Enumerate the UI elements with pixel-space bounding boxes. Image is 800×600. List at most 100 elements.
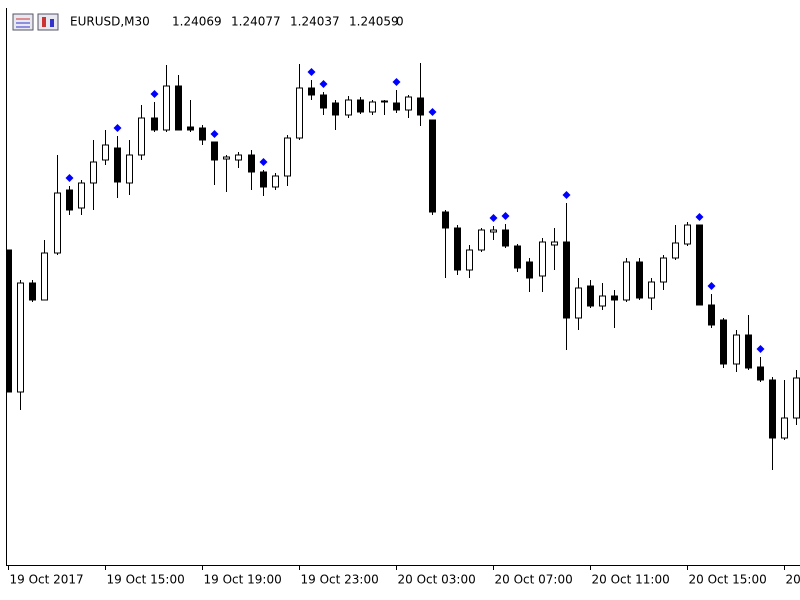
- candle-body: [551, 241, 558, 246]
- candle-body: [7, 249, 12, 393]
- header-value: 1.24059: [349, 15, 399, 29]
- candle-body: [114, 147, 121, 183]
- candle-body: [442, 211, 449, 229]
- fractal-marker: [319, 80, 328, 88]
- fractal-marker: [210, 130, 219, 138]
- candle-body: [381, 100, 388, 103]
- candle-body: [308, 87, 315, 96]
- candle-body: [345, 99, 352, 116]
- candle-body: [793, 377, 800, 419]
- candle-body: [781, 417, 788, 439]
- candle-body: [684, 224, 691, 245]
- candle-body: [54, 192, 61, 254]
- candle-body: [636, 261, 643, 299]
- fractal-marker: [756, 345, 765, 353]
- candle-body: [332, 102, 339, 116]
- candle-body: [599, 295, 606, 307]
- fractal-marker: [65, 174, 74, 182]
- candle-body: [151, 117, 158, 131]
- x-tick-label: 19 Oct 15:00: [107, 573, 185, 587]
- candle-body: [745, 334, 752, 369]
- fractal-marker: [489, 214, 498, 222]
- fractal-marker: [562, 191, 571, 199]
- candle-body: [405, 96, 412, 111]
- candle-body: [429, 119, 436, 213]
- candle-body: [514, 245, 521, 269]
- fractal-marker: [307, 68, 316, 76]
- candle-body: [260, 171, 267, 188]
- fractal-marker: [707, 282, 716, 290]
- candle-body: [66, 189, 73, 211]
- candle-body: [272, 175, 279, 188]
- header-value: 1.24037: [290, 15, 340, 29]
- icon: [37, 13, 59, 31]
- candle-body: [466, 249, 473, 271]
- candle-body: [78, 182, 85, 209]
- candle-body: [733, 334, 740, 365]
- symbol-title: EURUSD,M30: [70, 15, 150, 29]
- candle-body: [17, 282, 24, 393]
- candle-body: [696, 224, 703, 306]
- candle-body: [320, 94, 327, 109]
- fractal-marker: [259, 158, 268, 166]
- candle-body: [526, 261, 533, 279]
- x-tick-label: 20 Oct 11:00: [592, 573, 670, 587]
- candle-body: [223, 156, 230, 160]
- candle-body: [660, 257, 667, 283]
- candle-body: [757, 366, 764, 381]
- candle-body: [138, 117, 145, 156]
- icon: [12, 13, 34, 31]
- plot-area: [7, 63, 800, 470]
- header-value: 1.24077: [231, 15, 281, 29]
- candle-body: [587, 285, 594, 307]
- candle-body: [235, 154, 242, 161]
- candle-body: [90, 161, 97, 184]
- candle-body: [454, 227, 461, 271]
- x-tick-label: 19 Oct 2017: [10, 573, 84, 587]
- icon-bar: [42, 17, 46, 27]
- candle-body: [563, 241, 570, 319]
- candle-body: [769, 379, 776, 439]
- x-tick-label: 20 Oct 19:00: [786, 573, 800, 587]
- candle-body: [284, 137, 291, 177]
- candle-body: [369, 101, 376, 113]
- x-tick-label: 19 Oct 19:00: [204, 573, 282, 587]
- candle-body: [393, 102, 400, 111]
- candle-body: [672, 242, 679, 259]
- header-icons: [12, 13, 59, 31]
- candle-body: [490, 229, 497, 233]
- candle-body: [417, 97, 424, 116]
- candle-body: [357, 99, 364, 113]
- candle-body: [502, 229, 509, 247]
- candle-body: [648, 281, 655, 299]
- candle-body: [296, 87, 303, 139]
- candle-body: [708, 304, 715, 326]
- x-tick-label: 20 Oct 15:00: [689, 573, 767, 587]
- fractal-marker: [113, 124, 122, 132]
- candle-body: [126, 154, 133, 184]
- x-tick-label: 20 Oct 03:00: [398, 573, 476, 587]
- icon-bar: [50, 19, 54, 27]
- candle-body: [623, 261, 630, 301]
- candle-body: [102, 144, 109, 161]
- candle-body: [575, 287, 582, 319]
- fractal-marker: [428, 108, 437, 116]
- candle-body: [720, 319, 727, 365]
- x-tick-label: 19 Oct 23:00: [301, 573, 379, 587]
- candle-body: [29, 282, 36, 301]
- candle-body: [539, 241, 546, 277]
- candle-body: [175, 85, 182, 131]
- candle-body: [163, 85, 170, 131]
- header-value: 0: [396, 15, 404, 29]
- candle-body: [211, 141, 218, 161]
- candle-body: [187, 126, 194, 131]
- candle-body: [248, 154, 255, 173]
- fractal-marker: [392, 78, 401, 86]
- candle-body: [611, 295, 618, 301]
- header-value: 1.24069: [172, 15, 222, 29]
- candle-body: [199, 127, 206, 141]
- fractal-marker: [150, 90, 159, 98]
- fractal-marker: [695, 213, 704, 221]
